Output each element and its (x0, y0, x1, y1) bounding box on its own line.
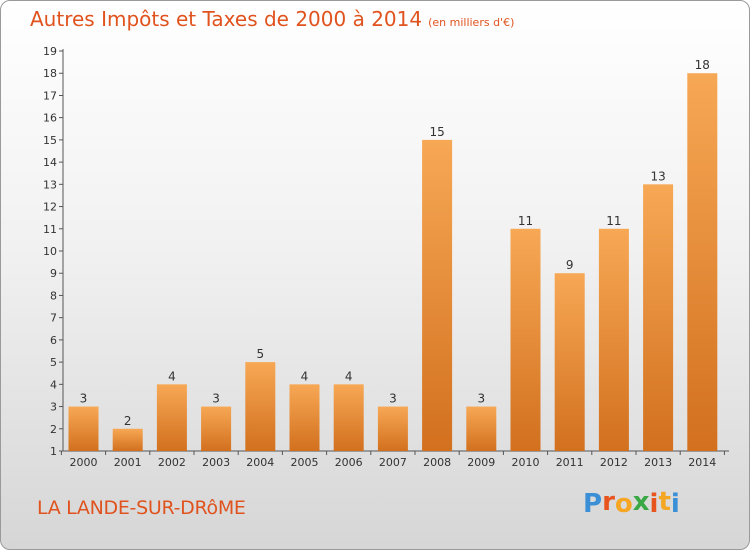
chart-title: Autres Impôts et Taxes de 2000 à 2014 (en… (30, 7, 514, 31)
x-tick-label: 2014 (688, 456, 716, 469)
x-tick-label: 2013 (644, 456, 672, 469)
x-tick-label: 2002 (158, 456, 186, 469)
y-tick-label: 12 (43, 201, 57, 214)
chart-subtitle: (en milliers d'€) (428, 16, 515, 29)
bar (466, 406, 497, 451)
logo-letter: P (583, 489, 603, 519)
logo-letter: t (658, 487, 671, 517)
x-tick-label: 2003 (202, 456, 230, 469)
bar-value-label: 3 (477, 392, 485, 406)
bar (554, 273, 585, 451)
x-tick-label: 2008 (423, 456, 451, 469)
bar (289, 384, 320, 451)
y-tick-label: 7 (50, 312, 57, 325)
x-tick-label: 2007 (379, 456, 407, 469)
y-tick-label: 2 (50, 423, 57, 436)
y-tick-label: 16 (43, 112, 57, 125)
y-tick-label: 14 (43, 156, 57, 169)
bar (201, 406, 232, 451)
bar-value-label: 3 (389, 392, 397, 406)
bar (422, 139, 453, 451)
bar-value-label: 13 (650, 169, 665, 183)
x-tick-label: 2005 (291, 456, 319, 469)
chart-title-text: Autres Impôts et Taxes de 2000 à 2014 (30, 7, 423, 31)
bar-value-label: 3 (212, 392, 220, 406)
bar (245, 362, 276, 451)
y-tick-label: 5 (50, 356, 57, 369)
logo-letter: i (649, 489, 659, 519)
bar-value-label: 15 (429, 125, 444, 139)
y-tick-label: 13 (43, 178, 57, 191)
y-tick-label: 15 (43, 134, 57, 147)
y-tick-label: 6 (50, 334, 57, 347)
bar (112, 428, 143, 451)
bar-value-label: 4 (301, 369, 309, 383)
y-tick-label: 1 (50, 445, 57, 458)
y-tick-label: 17 (43, 89, 57, 102)
x-tick-label: 2000 (70, 456, 98, 469)
bars (68, 73, 718, 452)
x-tick-label: 2004 (246, 456, 274, 469)
bar (510, 228, 541, 451)
x-tick-label: 2001 (114, 456, 142, 469)
logo-letter: i (670, 489, 680, 519)
y-tick-label: 10 (43, 245, 57, 258)
bar-value-label: 4 (168, 369, 176, 383)
y-tick-label: 9 (50, 267, 57, 280)
commune-name: LA LANDE-SUR-DRôME (37, 497, 246, 519)
logo-letter: o (614, 489, 633, 519)
bar-value-label: 4 (345, 369, 353, 383)
bar (333, 384, 364, 451)
bar-value-label: 9 (566, 258, 574, 272)
y-tick-label: 18 (43, 67, 57, 80)
x-tick-label: 2011 (556, 456, 584, 469)
bar-value-label: 5 (256, 347, 264, 361)
bar-value-label: 11 (518, 214, 533, 228)
logo-letter: x (632, 487, 650, 517)
x-tick-label: 2010 (512, 456, 540, 469)
x-tick-label: 2006 (335, 456, 363, 469)
x-tick-label: 2012 (600, 456, 628, 469)
y-tick-label: 8 (50, 289, 57, 302)
bar (643, 184, 674, 452)
bar-value-label: 2 (124, 414, 132, 428)
bar-value-label: 3 (80, 392, 88, 406)
y-tick-label: 3 (50, 401, 57, 414)
data-labels: 3 2 4 3 5 4 4 3 15 3 11 9 11 13 18 (80, 58, 710, 428)
bar (156, 384, 187, 451)
x-tick-label: 2009 (467, 456, 495, 469)
bar (377, 406, 408, 451)
bar-value-label: 11 (606, 214, 621, 228)
y-tick-label: 11 (43, 223, 57, 236)
y-tick-label: 4 (50, 378, 57, 391)
logo-letter: r (602, 487, 615, 517)
bar (68, 406, 99, 451)
bar (687, 73, 718, 451)
bar (598, 228, 629, 451)
bar-value-label: 18 (695, 58, 710, 72)
y-tick-label: 19 (43, 45, 57, 58)
proxiti-logo[interactable]: Proxiti (583, 487, 680, 519)
